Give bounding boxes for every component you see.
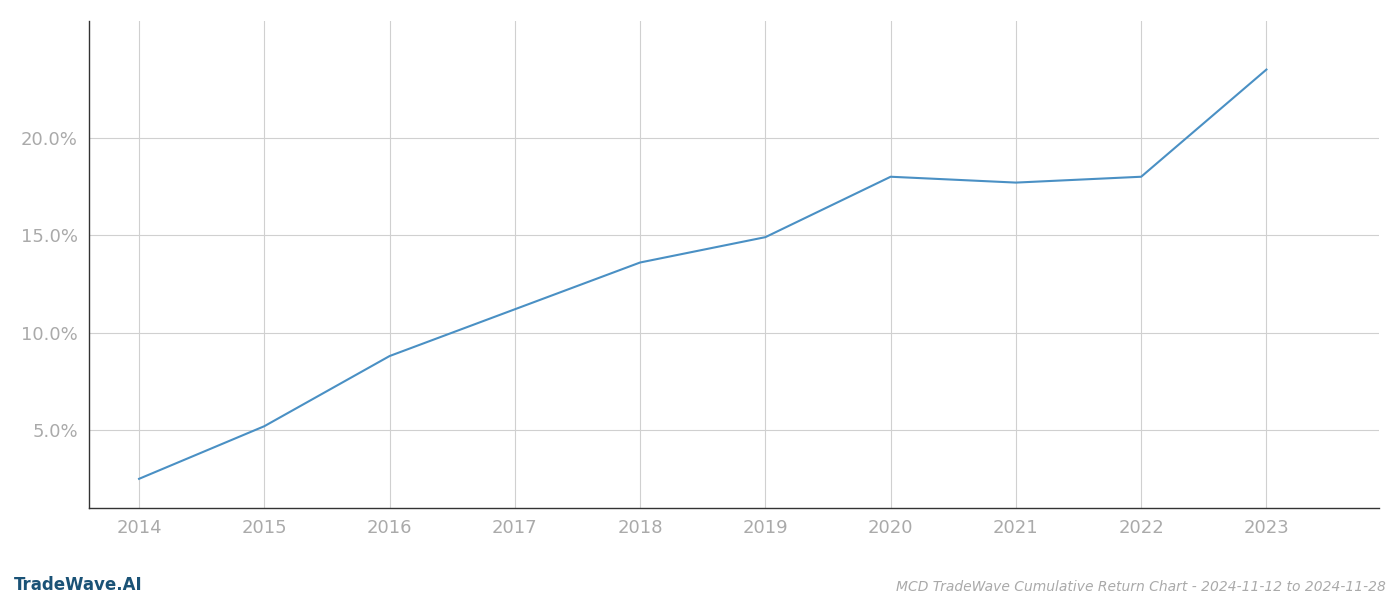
Text: TradeWave.AI: TradeWave.AI: [14, 576, 143, 594]
Text: MCD TradeWave Cumulative Return Chart - 2024-11-12 to 2024-11-28: MCD TradeWave Cumulative Return Chart - …: [896, 580, 1386, 594]
